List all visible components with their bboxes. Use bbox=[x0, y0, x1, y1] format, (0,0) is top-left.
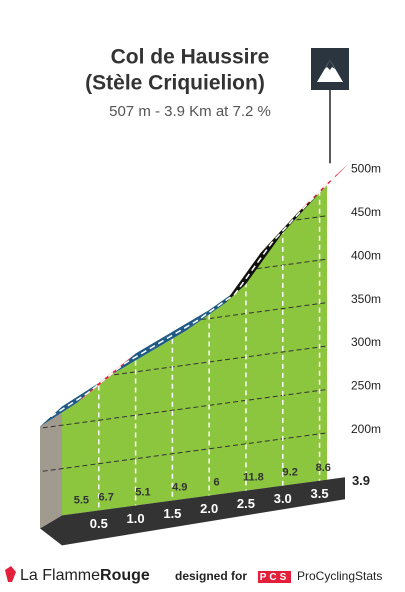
designed-for: designed for bbox=[175, 569, 247, 583]
pcs-badge bbox=[258, 571, 291, 583]
summit-mountain bbox=[317, 60, 343, 82]
profile: 200m 250m 300m 350m 400m 450m 500m 5.5 6.7 5.1 4.9… bbox=[40, 90, 381, 546]
base-strip bbox=[40, 477, 345, 546]
y-tick-label: 250m bbox=[351, 379, 381, 393]
pcs-badge-text: PCS bbox=[260, 572, 290, 583]
gradient-label: 5.1 bbox=[135, 486, 150, 498]
y-tick-label: 400m bbox=[351, 248, 381, 262]
flame-logo bbox=[5, 566, 16, 582]
y-tick-label: 300m bbox=[351, 335, 381, 349]
chart-title: Col de Haussire bbox=[111, 46, 270, 69]
x-tick-label: 1.5 bbox=[163, 506, 181, 521]
climb-stats: 507 m - 3.9 Km at 7.2 % bbox=[109, 103, 271, 120]
gradient-label: 4.9 bbox=[172, 481, 187, 493]
y-tick-label: 500m bbox=[351, 162, 381, 176]
x-tick-label: 3.0 bbox=[274, 491, 292, 506]
x-tick-label: 2.5 bbox=[237, 496, 255, 511]
grid-line bbox=[40, 429, 327, 474]
x-tick-label: 0.5 bbox=[90, 516, 108, 531]
x-tick-label: 3.5 bbox=[311, 486, 329, 501]
y-tick-label: 200m bbox=[351, 422, 381, 436]
pcs-name: ProCyclingStats bbox=[297, 569, 382, 583]
x-tick-label: 1.0 bbox=[127, 511, 145, 526]
x-tick-label: 3.9 bbox=[352, 473, 370, 488]
brand-right: Rouge bbox=[100, 567, 150, 584]
segment-band bbox=[76, 353, 136, 403]
y-tick-label: 450m bbox=[351, 205, 381, 219]
gradient-label: 6.7 bbox=[99, 491, 114, 503]
gradient-label: 8.6 bbox=[316, 462, 331, 474]
gradient-label: 11.8 bbox=[243, 471, 264, 483]
brand-left: La Flamme bbox=[20, 567, 100, 584]
gradient-label: 5.5 bbox=[74, 495, 89, 507]
grid-line bbox=[40, 385, 327, 430]
x-tick-label: 2.0 bbox=[200, 501, 218, 516]
brand: La FlammeRouge bbox=[20, 567, 150, 584]
grid-line bbox=[40, 183, 327, 213]
gradient-label: 9.2 bbox=[283, 467, 298, 479]
gradient-label: 6 bbox=[214, 476, 220, 488]
summit-snow bbox=[325, 60, 335, 70]
chart-subtitle: (Stèle Criquielion) bbox=[85, 72, 265, 95]
profile-line bbox=[50, 172, 339, 418]
y-tick-label: 350m bbox=[351, 292, 381, 306]
